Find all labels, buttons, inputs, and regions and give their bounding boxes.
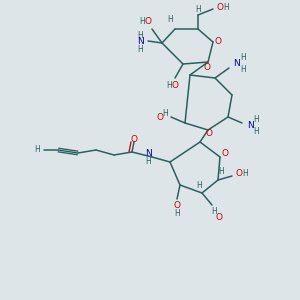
Text: H: H — [218, 167, 224, 176]
Text: H: H — [34, 146, 40, 154]
Text: H: H — [139, 16, 145, 26]
Text: O: O — [203, 64, 211, 73]
Text: H: H — [137, 44, 143, 53]
Text: O: O — [217, 2, 224, 11]
Text: O: O — [172, 80, 178, 89]
Text: O: O — [145, 16, 152, 26]
Text: H: H — [195, 4, 201, 14]
Text: N: N — [234, 59, 240, 68]
Text: N: N — [136, 38, 143, 46]
Text: H: H — [253, 116, 259, 124]
Text: O: O — [236, 169, 242, 178]
Text: H: H — [137, 31, 143, 40]
Text: O: O — [214, 37, 221, 46]
Text: H: H — [253, 128, 259, 136]
Text: O: O — [221, 149, 229, 158]
Text: O: O — [130, 134, 137, 143]
Text: H: H — [174, 208, 180, 217]
Text: N: N — [145, 149, 152, 158]
Text: N: N — [247, 122, 254, 130]
Text: H: H — [240, 65, 246, 74]
Text: H: H — [166, 80, 172, 89]
Text: O: O — [215, 212, 223, 221]
Text: H: H — [223, 2, 229, 11]
Text: H: H — [196, 182, 202, 190]
Text: O: O — [206, 130, 212, 139]
Text: H: H — [240, 53, 246, 62]
Text: H: H — [242, 169, 248, 178]
Text: H: H — [211, 208, 217, 217]
Text: H: H — [145, 158, 151, 166]
Text: H: H — [162, 109, 168, 118]
Text: O: O — [173, 202, 181, 211]
Text: H: H — [167, 16, 173, 25]
Text: O: O — [157, 113, 164, 122]
